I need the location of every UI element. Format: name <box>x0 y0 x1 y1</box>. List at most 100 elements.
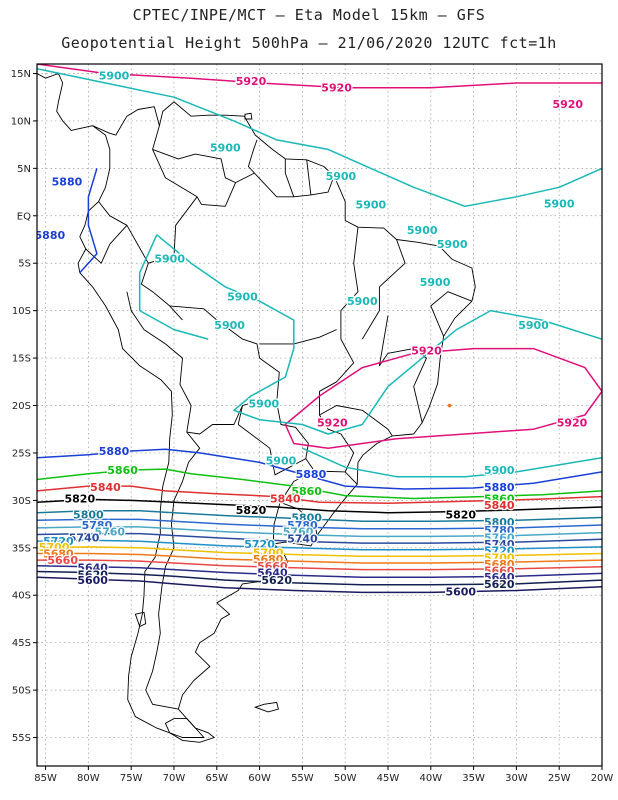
lon-tick-label: 70W <box>163 773 186 784</box>
lat-tick-label: EQ <box>17 211 31 222</box>
contour-5620 <box>37 570 602 586</box>
coastline-segment <box>152 148 236 184</box>
contour-5900 <box>138 234 209 340</box>
contour-label-5640: 5640 <box>77 562 108 575</box>
contour-5600 <box>37 576 602 594</box>
contour-label-5800: 5800 <box>73 509 104 522</box>
contour-label-5620: 5620 <box>261 574 292 587</box>
coastline-segment <box>378 315 427 423</box>
contour-label-5880: 5880 <box>52 176 83 189</box>
island-outline <box>134 611 147 628</box>
lon-tick-label: 35W <box>462 773 485 784</box>
contour-label-5620: 5620 <box>484 578 515 591</box>
contour-label-5800: 5800 <box>291 511 322 524</box>
contour-label-5680: 5680 <box>253 553 284 566</box>
coastline-segment <box>254 172 335 198</box>
contour-label-5660: 5660 <box>484 565 515 578</box>
contour-5900 <box>156 234 602 435</box>
contour-label-5760: 5760 <box>283 526 314 539</box>
contour-label-5820: 5820 <box>445 509 476 522</box>
lon-tick-label: 25W <box>548 773 571 784</box>
coastline-segment <box>319 414 355 473</box>
contour-label-5740: 5740 <box>287 532 318 545</box>
lon-tick-label: 30W <box>505 773 528 784</box>
contour-5820 <box>37 498 602 514</box>
lat-tick-label: 55S <box>12 733 31 744</box>
coastline-segment <box>98 201 149 264</box>
contour-label-5600: 5600 <box>445 585 476 598</box>
coastline-segment <box>152 125 198 198</box>
lon-tick-label: 75W <box>120 773 143 784</box>
coastline-segment <box>430 291 473 337</box>
contour-label-5880: 5880 <box>296 468 327 481</box>
lon-tick-label: 80W <box>77 773 100 784</box>
contour-5920 <box>37 64 602 89</box>
contour-label-5800: 5800 <box>484 516 515 529</box>
lon-tick-label: 60W <box>248 773 271 784</box>
contour-5800 <box>37 510 602 522</box>
contour-label-5900: 5900 <box>99 69 130 82</box>
contour-label-5700: 5700 <box>39 541 70 554</box>
contour-5640 <box>37 565 602 578</box>
contour-5660 <box>37 559 602 571</box>
contour-label-5780: 5780 <box>287 519 318 532</box>
contour-label-5920: 5920 <box>552 98 583 111</box>
contour-label-5720: 5720 <box>43 535 74 548</box>
contour-5880 <box>37 448 602 490</box>
coastline-segment <box>319 391 393 437</box>
coastline-segment <box>259 329 337 345</box>
contour-5900 <box>37 67 602 208</box>
contour-5840 <box>37 485 602 504</box>
contour-label-5840: 5840 <box>484 499 515 512</box>
contour-5860 <box>37 468 602 500</box>
contour-label-5900: 5900 <box>544 197 575 210</box>
lat-tick-label: 15S <box>12 354 31 365</box>
contour-label-5720: 5720 <box>484 545 515 558</box>
contour-label-5920: 5920 <box>317 417 348 430</box>
island-outline <box>164 718 216 743</box>
contour-label-5900: 5900 <box>347 295 378 308</box>
island-outline <box>253 701 279 713</box>
contour-label-5640: 5640 <box>257 566 288 579</box>
contour-label-5880: 5880 <box>484 481 515 494</box>
coastline-segment <box>361 239 406 340</box>
lon-tick-label: 85W <box>34 773 57 784</box>
contour-label-5760: 5760 <box>94 526 125 539</box>
contour-label-5900: 5900 <box>518 319 549 332</box>
contour-label-5880: 5880 <box>35 229 66 242</box>
contour-label-5900: 5900 <box>210 141 241 154</box>
contour-label-5900: 5900 <box>214 319 245 332</box>
lat-tick-label: 20S <box>12 401 31 412</box>
contour-5920 <box>284 347 602 449</box>
contour-5700 <box>37 546 602 558</box>
lat-tick-label: 10N <box>11 116 31 127</box>
contour-label-5920: 5920 <box>411 344 442 357</box>
contour-5780 <box>37 518 602 530</box>
coastline-segment <box>169 305 183 321</box>
coastline-segment <box>319 227 359 392</box>
contour-label-5660: 5660 <box>257 560 288 573</box>
contour-label-5680: 5680 <box>484 558 515 571</box>
contour-label-5900: 5900 <box>249 398 280 411</box>
contour-5900 <box>302 447 602 478</box>
contour-5760 <box>37 526 602 538</box>
contour-label-5900: 5900 <box>266 455 297 468</box>
contour-label-5680: 5680 <box>43 548 74 561</box>
contour-label-5760: 5760 <box>484 531 515 544</box>
coastline-segment <box>85 224 128 264</box>
contour-label-5820: 5820 <box>236 504 267 517</box>
lat-tick-label: 30S <box>12 496 31 507</box>
contour-label-5840: 5840 <box>270 492 301 505</box>
contour-label-5700: 5700 <box>253 547 284 560</box>
contour-label-5900: 5900 <box>437 238 468 251</box>
contour-label-5720: 5720 <box>244 538 275 551</box>
contour-5880 <box>79 168 98 274</box>
contour-label-5700: 5700 <box>484 551 515 564</box>
contour-label-5860: 5860 <box>107 464 138 477</box>
coastline-segment <box>37 73 46 79</box>
height-contours <box>37 64 602 594</box>
contour-label-5920: 5920 <box>236 75 267 88</box>
coastline-segment <box>279 501 318 536</box>
